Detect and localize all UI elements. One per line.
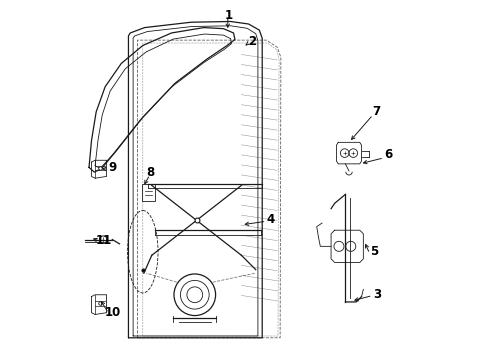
Text: 3: 3 — [373, 288, 382, 301]
Text: 1: 1 — [225, 9, 233, 22]
Text: 6: 6 — [384, 148, 392, 161]
Text: 11: 11 — [95, 234, 111, 247]
Text: 8: 8 — [146, 166, 154, 179]
Text: 7: 7 — [372, 105, 380, 118]
Bar — [142, 184, 155, 201]
Text: 10: 10 — [104, 306, 121, 319]
Text: 4: 4 — [266, 213, 274, 226]
Text: 2: 2 — [248, 35, 256, 49]
Text: 9: 9 — [108, 161, 117, 174]
Text: 5: 5 — [370, 245, 378, 258]
